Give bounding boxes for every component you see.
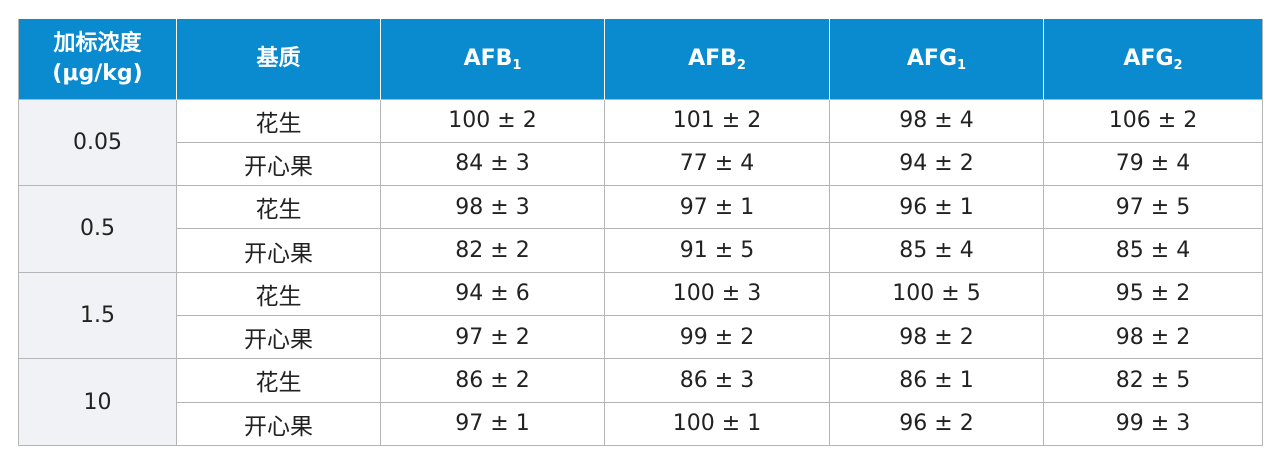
header-afb2: AFB2 [604, 19, 830, 99]
afb2-cell: 77 ± 4 [604, 141, 830, 187]
spike-level-cell: 10 [18, 358, 177, 446]
afg1-cell: 100 ± 5 [829, 271, 1044, 316]
afg1-cell: 96 ± 2 [829, 401, 1044, 446]
afg2-cell: 85 ± 4 [1043, 228, 1263, 273]
header-spike-level-line2: (μg/kg) [52, 60, 143, 86]
matrix-cell: 开心果 [176, 228, 381, 273]
matrix-cell: 开心果 [176, 314, 381, 360]
header-afg2: AFG2 [1043, 19, 1263, 99]
afb1-cell: 97 ± 1 [380, 401, 605, 446]
table-row: 0.05 花生 100 ± 2 101 ± 2 98 ± 4 106 ± 2 [18, 98, 1263, 187]
afb2-cell: 86 ± 3 [604, 358, 830, 403]
matrix-cell: 花生 [176, 358, 381, 403]
afb1-cell: 82 ± 2 [380, 228, 605, 273]
header-afb1: AFB1 [380, 19, 605, 99]
afg2-cell: 106 ± 2 [1043, 98, 1263, 143]
afb2-cell: 97 ± 1 [604, 185, 830, 230]
afb1-cell: 84 ± 3 [380, 141, 605, 187]
afg2-cell: 98 ± 2 [1043, 314, 1263, 360]
matrix-cell: 开心果 [176, 401, 381, 446]
matrix-cell: 花生 [176, 271, 381, 316]
afb1-cell: 100 ± 2 [380, 98, 605, 143]
afb1-cell: 86 ± 2 [380, 358, 605, 403]
matrix-cell: 开心果 [176, 141, 381, 187]
afb2-cell: 101 ± 2 [604, 98, 830, 143]
afg1-cell: 96 ± 1 [829, 185, 1044, 230]
table-row: 开心果 84 ± 3 77 ± 4 94 ± 2 79 ± 4 [19, 141, 1263, 187]
table-row: 开心果 82 ± 2 91 ± 5 85 ± 4 85 ± 4 [19, 228, 1263, 273]
afb1-cell: 94 ± 6 [380, 271, 605, 316]
header-afb2-subscript: 2 [736, 57, 746, 73]
afb2-cell: 100 ± 3 [604, 271, 830, 316]
header-row: 加标浓度 (μg/kg) 基质 AFB1 AFB2 AFG1 AFG2 [18, 19, 1263, 99]
spike-level-cell: 0.05 [18, 98, 177, 187]
table-row: 1.5 花生 94 ± 6 100 ± 3 100 ± 5 95 ± 2 [18, 271, 1263, 360]
afb1-cell: 98 ± 3 [380, 185, 605, 230]
table-row: 开心果 97 ± 2 99 ± 2 98 ± 2 98 ± 2 [19, 314, 1263, 360]
table-row: 0.5 花生 98 ± 3 97 ± 1 96 ± 1 97 ± 5 [18, 185, 1263, 273]
afb2-cell: 91 ± 5 [604, 228, 830, 273]
header-afg2-label: AFG [1123, 45, 1174, 71]
header-matrix: 基质 [176, 19, 381, 99]
afg1-cell: 86 ± 1 [829, 358, 1044, 403]
header-afg1-subscript: 1 [957, 57, 967, 73]
afg1-cell: 98 ± 2 [829, 314, 1044, 360]
afg1-cell: 98 ± 4 [829, 98, 1044, 143]
afg2-cell: 95 ± 2 [1043, 271, 1263, 316]
afg1-cell: 94 ± 2 [829, 141, 1044, 187]
header-afb1-label: AFB [463, 45, 513, 71]
spike-level-cell: 1.5 [18, 271, 177, 360]
table-body: 0.05 花生 100 ± 2 101 ± 2 98 ± 4 106 ± 2 开… [18, 98, 1263, 446]
afg2-cell: 97 ± 5 [1043, 185, 1263, 230]
afg2-cell: 82 ± 5 [1043, 358, 1263, 403]
afb2-cell: 100 ± 1 [604, 401, 830, 446]
table-row: 开心果 97 ± 1 100 ± 1 96 ± 2 99 ± 3 [19, 401, 1263, 446]
afb1-cell: 97 ± 2 [380, 314, 605, 360]
recovery-table: 加标浓度 (μg/kg) 基质 AFB1 AFB2 AFG1 AFG2 0.05… [18, 19, 1263, 446]
afg2-cell: 79 ± 4 [1043, 141, 1263, 187]
header-afb1-subscript: 1 [512, 57, 522, 73]
matrix-cell: 花生 [176, 185, 381, 230]
header-afg1-label: AFG [906, 45, 958, 71]
spike-level-cell: 0.5 [18, 185, 177, 273]
afb2-cell: 99 ± 2 [604, 314, 830, 360]
afg2-cell: 99 ± 3 [1043, 401, 1263, 446]
header-afg1: AFG1 [829, 19, 1044, 99]
header-matrix-label: 基质 [256, 45, 301, 71]
header-afg2-subscript: 2 [1173, 57, 1183, 73]
table-header: 加标浓度 (μg/kg) 基质 AFB1 AFB2 AFG1 AFG2 [18, 19, 1263, 99]
matrix-cell: 花生 [176, 98, 381, 143]
header-spike-level: 加标浓度 (μg/kg) [18, 19, 177, 99]
header-afb2-label: AFB [688, 45, 737, 71]
table-row: 10 花生 86 ± 2 86 ± 3 86 ± 1 82 ± 5 [18, 358, 1263, 446]
header-spike-level-line1: 加标浓度 [53, 31, 142, 57]
afg1-cell: 85 ± 4 [829, 228, 1044, 273]
